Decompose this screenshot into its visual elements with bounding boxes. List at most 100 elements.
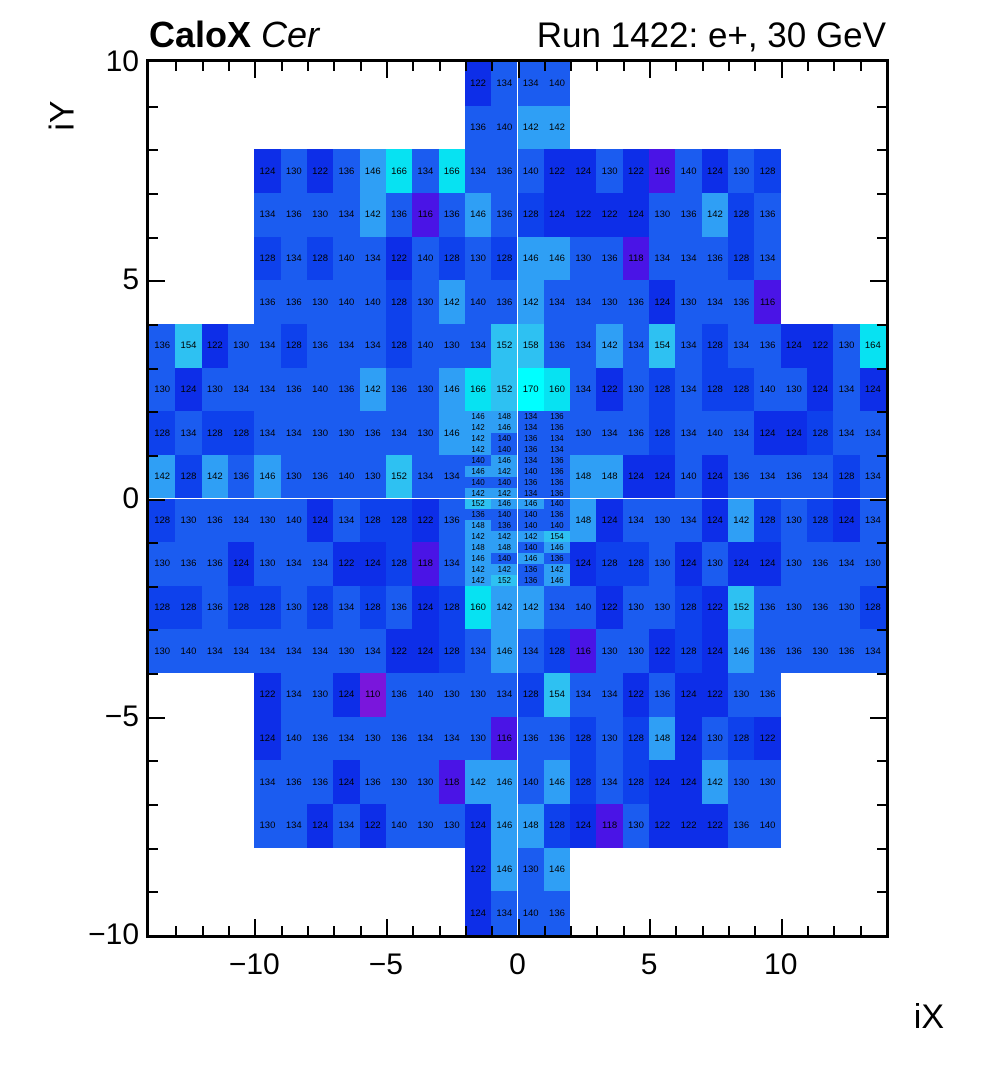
heatmap-cell: 128 (754, 149, 781, 193)
heatmap-cell: 142 (543, 563, 571, 575)
heatmap-cell: 136 (543, 891, 571, 935)
heatmap-cell: 128 (175, 585, 202, 630)
heatmap-cell: 140 (701, 411, 729, 455)
heatmap-cell: 134 (280, 804, 307, 848)
heatmap-cell: 122 (412, 498, 439, 543)
heatmap-cell: 136 (306, 323, 334, 368)
heatmap-cell: 134 (254, 760, 281, 805)
axis-tick (859, 62, 862, 71)
axis-tick (306, 62, 309, 71)
heatmap-cell: 122 (596, 367, 623, 412)
axis-tick (701, 926, 704, 935)
axis-tick (201, 926, 204, 935)
heatmap-cell: 142 (491, 563, 518, 575)
heatmap-cell: 128 (543, 629, 571, 674)
heatmap-cell: 146 (517, 498, 544, 510)
axis-tick (149, 149, 158, 152)
heatmap-cell: 140 (491, 553, 518, 564)
x-tick-label: 0 (509, 948, 526, 981)
heatmap-cell: 124 (464, 804, 492, 848)
heatmap-cell: 130 (464, 673, 492, 717)
axis-tick (280, 926, 283, 935)
heatmap-cell: 140 (517, 760, 544, 805)
heatmap-cell: 136 (780, 454, 808, 499)
heatmap-cell: 122 (622, 149, 650, 193)
axis-tick (870, 498, 886, 501)
heatmap-cell: 136 (438, 498, 465, 543)
heatmap-cell: 124 (464, 891, 492, 935)
heatmap-cell: 148 (491, 411, 518, 423)
axis-tick (877, 411, 886, 414)
axis-tick (227, 62, 230, 71)
heatmap-cell: 134 (517, 487, 544, 499)
heatmap-cell: 134 (254, 411, 281, 455)
heatmap-cell: 130 (596, 629, 623, 674)
axis-tick (149, 280, 165, 283)
heatmap-cell: 134 (412, 454, 439, 499)
heatmap-cell: 130 (807, 629, 834, 674)
heatmap-cell: 122 (596, 192, 623, 237)
heatmap-cell: 128 (385, 498, 413, 543)
heatmap-cell: 134 (385, 411, 413, 455)
heatmap-cell: 124 (254, 149, 281, 193)
heatmap-cell: 140 (570, 585, 597, 630)
heatmap-cell: 128 (491, 236, 518, 281)
heatmap-cell: 130 (701, 542, 729, 586)
heatmap-cell: 128 (807, 498, 834, 543)
heatmap-cell: 152 (491, 323, 518, 368)
heatmap-cell: 134 (833, 542, 860, 586)
heatmap-cell: 134 (833, 411, 860, 455)
heatmap-cell: 136 (280, 192, 307, 237)
heatmap-cell: 140 (464, 476, 492, 488)
x-axis-title: iX (913, 998, 944, 1036)
axis-tick (149, 629, 158, 632)
heatmap-cell: 152 (491, 574, 518, 586)
heatmap-cell: 124 (333, 760, 360, 805)
heatmap-cell: 136 (833, 629, 860, 674)
heatmap-cell: 130 (675, 280, 702, 324)
heatmap-cell: 140 (491, 509, 518, 521)
axis-tick (877, 585, 886, 588)
heatmap-cell: 158 (517, 323, 544, 368)
heatmap-cell: 140 (543, 62, 571, 106)
axis-tick (227, 926, 230, 935)
heatmap-cell: 134 (622, 323, 650, 368)
heatmap-cell: 134 (859, 629, 886, 674)
axis-tick (649, 62, 652, 78)
heatmap-cell: 116 (649, 149, 676, 193)
heatmap-cell: 146 (491, 629, 518, 674)
heatmap-cell: 134 (491, 891, 518, 935)
heatmap-cell: 130 (333, 629, 360, 674)
heatmap-cell: 124 (333, 673, 360, 717)
heatmap-cell: 136 (517, 563, 544, 575)
axis-tick (877, 847, 886, 850)
heatmap-cell: 116 (412, 192, 439, 237)
heatmap-cell: 122 (649, 804, 676, 848)
axis-tick (877, 323, 886, 326)
heatmap-cell: 128 (517, 673, 544, 717)
heatmap-cell: 146 (254, 454, 281, 499)
heatmap-cell: 124 (543, 192, 571, 237)
heatmap-cell: 124 (359, 542, 386, 586)
heatmap-cell: 146 (464, 465, 492, 477)
heatmap-cell: 130 (833, 585, 860, 630)
heatmap-cell: 134 (570, 323, 597, 368)
heatmap-cell: 128 (149, 585, 176, 630)
heatmap-cell: 128 (359, 498, 386, 543)
heatmap-cell: 124 (570, 149, 597, 193)
heatmap-cell: 134 (543, 443, 571, 455)
heatmap-cell: 136 (622, 411, 650, 455)
axis-tick (728, 926, 731, 935)
heatmap-cell: 136 (517, 716, 544, 761)
heatmap-cell: 142 (701, 192, 729, 237)
axis-tick (780, 919, 783, 935)
axis-tick (306, 926, 309, 935)
heatmap-cell: 136 (280, 760, 307, 805)
heatmap-cell: 124 (859, 367, 886, 412)
heatmap-cell: 148 (464, 520, 492, 532)
heatmap-cell: 134 (438, 542, 465, 586)
heatmap-cell: 142 (728, 498, 755, 543)
heatmap-cell: 128 (570, 760, 597, 805)
heatmap-cell: 136 (333, 149, 360, 193)
